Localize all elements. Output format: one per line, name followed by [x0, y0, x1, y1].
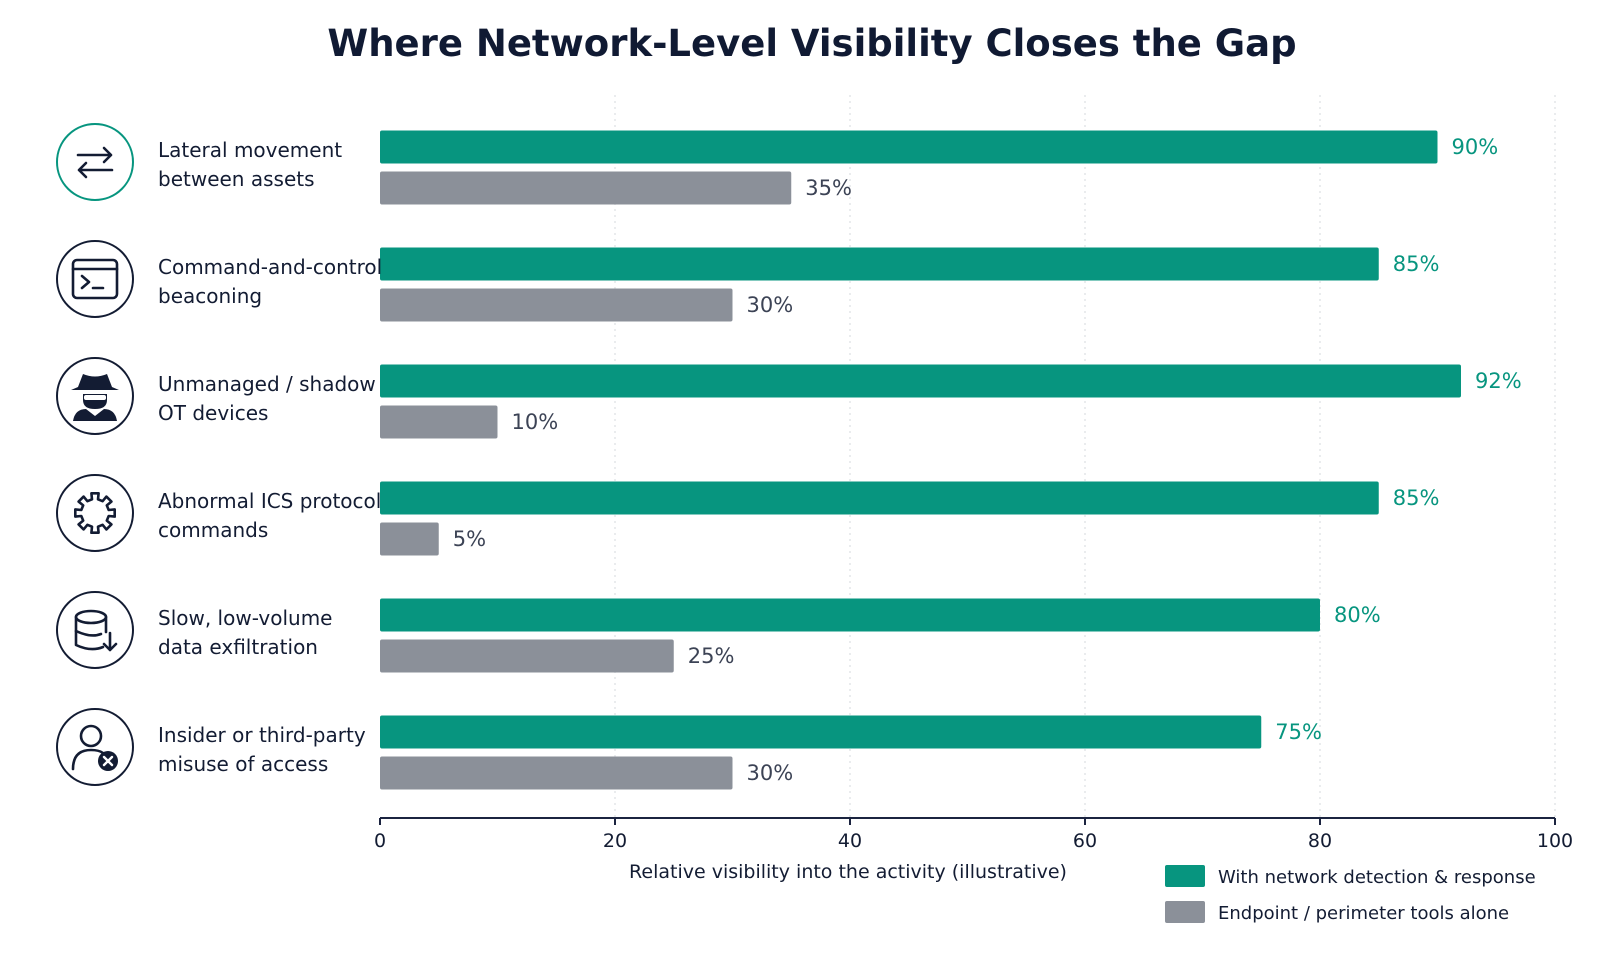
category-label-line: between assets: [158, 167, 315, 191]
x-tick-label: 20: [603, 830, 627, 852]
category-label: Lateral movement between assets: [158, 138, 342, 191]
category-label-line: Slow, low-volume: [158, 606, 332, 630]
bar-with-ndr: [380, 598, 1320, 632]
category-label-line: OT devices: [158, 401, 268, 425]
icon-circle: [56, 708, 134, 786]
category-label: Unmanaged / shadow OT devices: [158, 372, 376, 425]
spy-incognito-icon-body: [73, 409, 117, 421]
category-label-line: Lateral movement: [158, 138, 342, 162]
value-label-with-ndr: 80%: [1334, 603, 1381, 627]
gear-icon: [56, 474, 134, 552]
terminal-window-icon-frame: [71, 258, 119, 300]
category-label-line: Unmanaged / shadow: [158, 372, 376, 396]
user-blocked-icon: [56, 708, 134, 786]
x-tick-label: 0: [374, 830, 386, 852]
x-tick-label: 40: [838, 830, 862, 852]
x-tick-label: 100: [1537, 830, 1573, 852]
bar-endpoint-alone: [380, 171, 792, 205]
value-label-with-ndr: 92%: [1475, 369, 1522, 393]
bar-endpoint-alone: [380, 639, 674, 673]
bars: 90% 35% 85% 30% 92% 10% 85% 5% 80% 25% 75% 30%: [380, 130, 1522, 790]
bar-with-ndr: [380, 364, 1461, 398]
chart-title: Where Network-Level Visibility Closes th…: [327, 22, 1296, 65]
bar-endpoint-alone: [380, 405, 498, 439]
legend-label: With network detection & response: [1218, 867, 1536, 888]
spy-incognito-icon-hat: [71, 374, 119, 390]
category-label: Insider or third-party misuse of access: [158, 723, 366, 776]
spy-incognito-icon: [56, 357, 134, 435]
bar-endpoint-alone: [380, 756, 733, 790]
value-label-with-ndr: 85%: [1393, 252, 1440, 276]
terminal-window-icon: [56, 240, 134, 318]
bar-with-ndr: [380, 481, 1379, 515]
category-label: Command-and-control beaconing: [158, 255, 382, 308]
bar-with-ndr: [380, 247, 1379, 281]
value-label-endpoint-alone: 30%: [747, 761, 794, 785]
x-axis: 0 20 40 60 80 100: [374, 817, 1573, 852]
spy-incognito-icon-glasses: [84, 395, 106, 400]
legend-label: Endpoint / perimeter tools alone: [1218, 903, 1509, 924]
value-label-with-ndr: 85%: [1393, 486, 1440, 510]
arrows-exchange-icon: [56, 123, 134, 201]
category-label-line: misuse of access: [158, 752, 328, 776]
gear-icon-glyph: [74, 492, 116, 534]
terminal-window-icon-glyph: [80, 274, 105, 290]
category-label-line: Abnormal ICS protocol: [158, 489, 381, 513]
x-tick-label: 80: [1308, 830, 1332, 852]
value-label-endpoint-alone: 25%: [688, 644, 735, 668]
user-blocked-icon-glyph: [71, 748, 105, 771]
database-download-icon-glyph: [102, 631, 118, 652]
category-label-line: Insider or third-party: [158, 723, 366, 747]
user-blocked-icon-x: [102, 755, 114, 767]
database-download-icon: [56, 591, 134, 669]
bar-endpoint-alone: [380, 288, 733, 322]
bar-with-ndr: [380, 715, 1262, 749]
category-label-line: data exfiltration: [158, 635, 318, 659]
category-label: Abnormal ICS protocol commands: [158, 489, 381, 542]
value-label-endpoint-alone: 10%: [512, 410, 559, 434]
arrows-exchange-icon-glyph: [76, 146, 113, 164]
x-tick-label: 60: [1073, 830, 1097, 852]
icon-circle: [56, 591, 134, 669]
user-blocked-icon-head: [79, 724, 103, 748]
bar-endpoint-alone: [380, 522, 439, 556]
arrows-exchange-icon-glyph: [77, 161, 114, 179]
value-label-endpoint-alone: 5%: [453, 527, 486, 551]
database-download-icon-glyph: [74, 615, 108, 651]
x-axis-title: Relative visibility into the activity (i…: [629, 861, 1067, 883]
value-label-endpoint-alone: 30%: [747, 293, 794, 317]
icon-circle: [56, 240, 134, 318]
category-label-line: Command-and-control: [158, 255, 382, 279]
category-label-line: beaconing: [158, 284, 262, 308]
legend: With network detection & response Endpoin…: [1165, 865, 1536, 924]
legend-swatch: [1165, 865, 1205, 887]
database-download-icon-glyph: [74, 629, 103, 637]
gridlines: [614, 95, 1556, 818]
category-labels: Lateral movement between assets Command-an…: [56, 123, 382, 786]
category-label: Slow, low-volume data exfiltration: [158, 606, 332, 659]
icon-circle: [56, 474, 134, 552]
icon-circle: [56, 123, 134, 201]
value-label-with-ndr: 90%: [1452, 135, 1499, 159]
legend-swatch: [1165, 901, 1205, 923]
category-label-line: commands: [158, 518, 268, 542]
value-label-with-ndr: 75%: [1275, 720, 1322, 744]
value-label-endpoint-alone: 35%: [805, 176, 852, 200]
bar-with-ndr: [380, 130, 1438, 164]
